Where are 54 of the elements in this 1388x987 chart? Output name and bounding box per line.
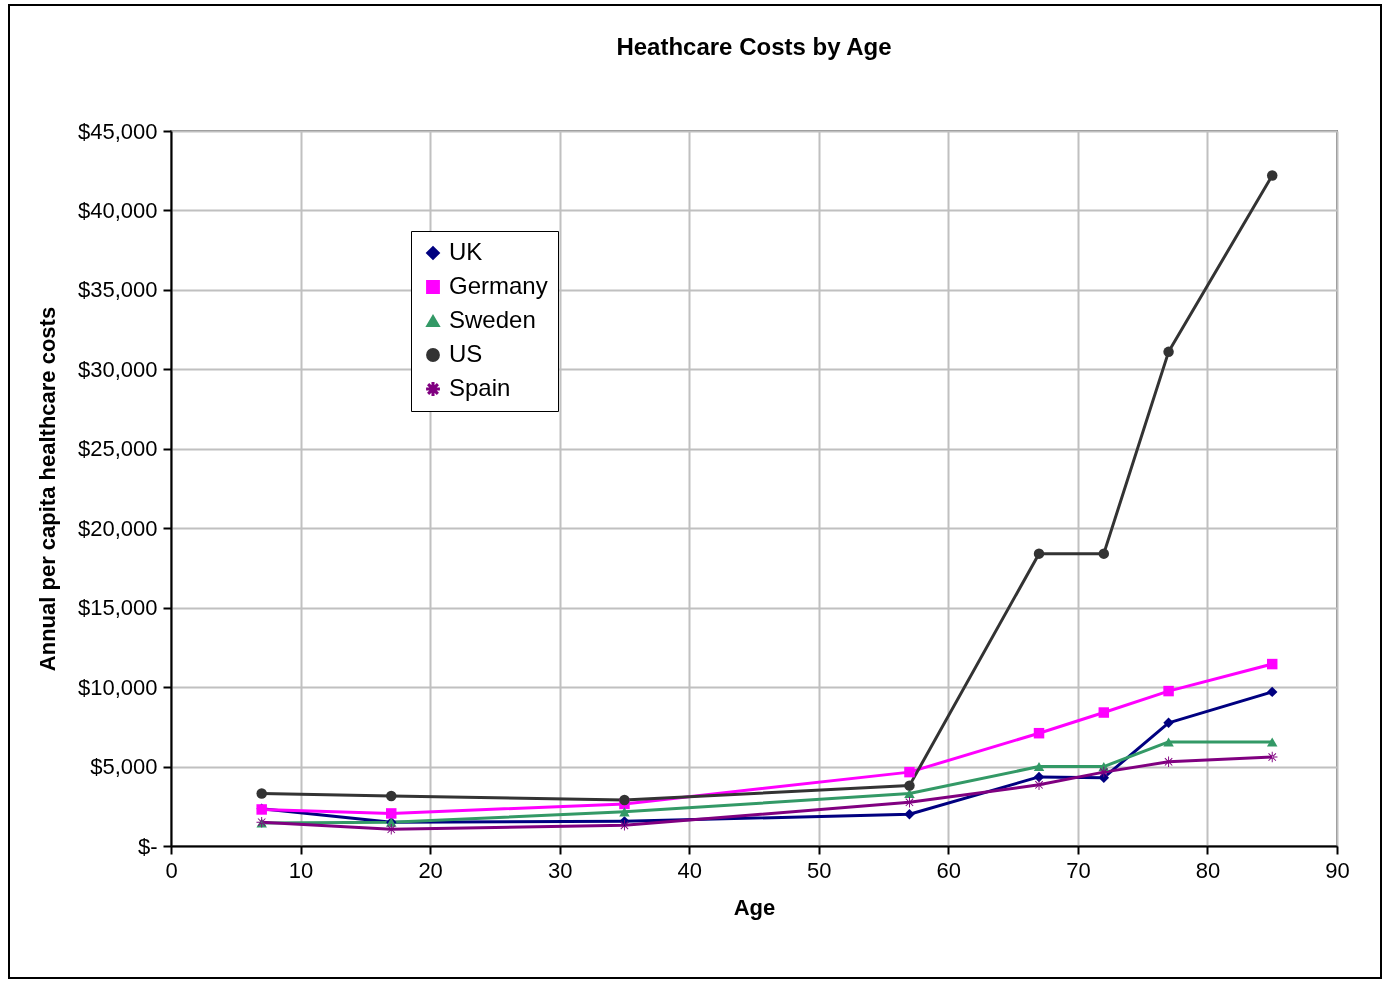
point: [904, 780, 915, 791]
y-tick-label: $40,000: [77, 197, 158, 223]
point: [386, 790, 397, 802]
point: [256, 788, 267, 799]
y-tick-label: $45,000: [77, 118, 158, 144]
point: [904, 797, 915, 808]
legend-label: Germany: [449, 272, 548, 299]
point: [1098, 707, 1110, 718]
point: [1163, 737, 1174, 747]
x-tick-label: 70: [1066, 857, 1091, 883]
point: [386, 808, 397, 819]
chart-title: Heathcare Costs by Age: [616, 33, 892, 60]
point: [904, 789, 915, 799]
y-tick-label: $5,000: [90, 754, 158, 780]
x-tick-label: 30: [547, 857, 573, 883]
x-axis-title: Age: [733, 894, 776, 920]
x-tick-label: 80: [1195, 857, 1221, 883]
point: [1033, 727, 1045, 739]
y-tick-label: $35,000: [77, 277, 158, 303]
point: [386, 824, 397, 835]
x-tick-label: 10: [288, 857, 314, 883]
point: [1266, 658, 1278, 670]
point: [904, 808, 915, 820]
y-tick-label: $-: [137, 833, 158, 859]
point: [1163, 346, 1174, 358]
y-tick-label: $30,000: [77, 356, 158, 382]
y-tick-label: $25,000: [77, 436, 158, 462]
legend-label: Sweden: [449, 306, 536, 333]
point: [1266, 170, 1278, 181]
point: [904, 766, 915, 778]
point: [1033, 762, 1045, 772]
point: [619, 794, 630, 806]
legend-label: US: [449, 340, 483, 367]
legend-label: UK: [449, 238, 483, 265]
x-tick-label: 60: [936, 857, 962, 883]
legend-label: Spain: [449, 374, 511, 401]
y-axis-title: Annual per capita healthcare costs: [34, 306, 60, 672]
point: [619, 820, 630, 831]
point: [1098, 766, 1110, 778]
point: [1033, 548, 1045, 559]
x-tick-label: 90: [1325, 857, 1350, 883]
y-tick-label: $15,000: [77, 595, 158, 621]
point: [1163, 717, 1174, 729]
x-tick-label: 50: [807, 857, 832, 883]
x-tick-label: 0: [165, 857, 178, 883]
x-tick-label: 20: [418, 857, 443, 883]
point: [1266, 686, 1278, 698]
x-tick-label: 40: [677, 857, 702, 883]
point: [1163, 756, 1174, 768]
y-tick-label: $20,000: [77, 515, 158, 541]
point: [1163, 685, 1174, 697]
point: [619, 807, 630, 817]
point: [1098, 548, 1110, 559]
y-tick-label: $10,000: [77, 674, 158, 700]
